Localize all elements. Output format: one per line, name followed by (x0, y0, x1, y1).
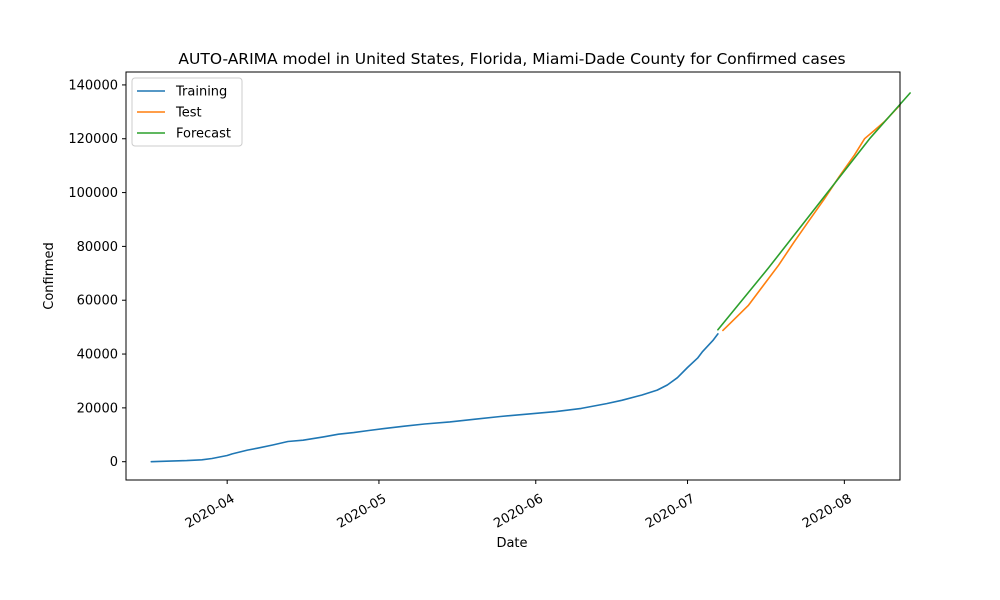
y-tick-label: 80000 (77, 240, 118, 255)
y-tick-label: 140000 (68, 78, 118, 93)
legend-label: Test (175, 106, 202, 121)
y-tick-label: 0 (110, 455, 118, 470)
series-line-forecast (717, 92, 911, 331)
y-axis: 0 20000 40000 60000 80000 100000 120000 140000 (68, 78, 126, 470)
y-tick-label: 20000 (77, 401, 118, 416)
series-layer (150, 92, 911, 463)
legend-label: Training (175, 85, 227, 100)
legend-label: Forecast (176, 127, 231, 142)
legend-box (131, 77, 243, 147)
y-tick-label: 120000 (68, 132, 118, 147)
x-axis: 2020-04 2020-05 2020-06 2020-07 2020-08 (183, 480, 855, 532)
x-tick-label: 2020-06 (491, 491, 546, 531)
x-axis-title: Date (496, 536, 527, 551)
y-tick-label: 100000 (68, 186, 118, 201)
x-tick-label: 2020-05 (335, 491, 390, 531)
series-line-training (150, 333, 719, 463)
y-tick-label: 40000 (77, 348, 118, 363)
x-tick-label: 2020-04 (183, 491, 238, 531)
x-tick-label: 2020-08 (800, 491, 855, 531)
legend: Training Test Forecast (131, 77, 243, 147)
y-tick-label: 60000 (77, 294, 118, 309)
x-tick-label: 2020-07 (643, 491, 698, 531)
axes-frame (125, 71, 901, 481)
chart-title: AUTO-ARIMA model in United States, Flori… (178, 50, 845, 68)
y-axis-title: Confirmed (42, 242, 57, 310)
